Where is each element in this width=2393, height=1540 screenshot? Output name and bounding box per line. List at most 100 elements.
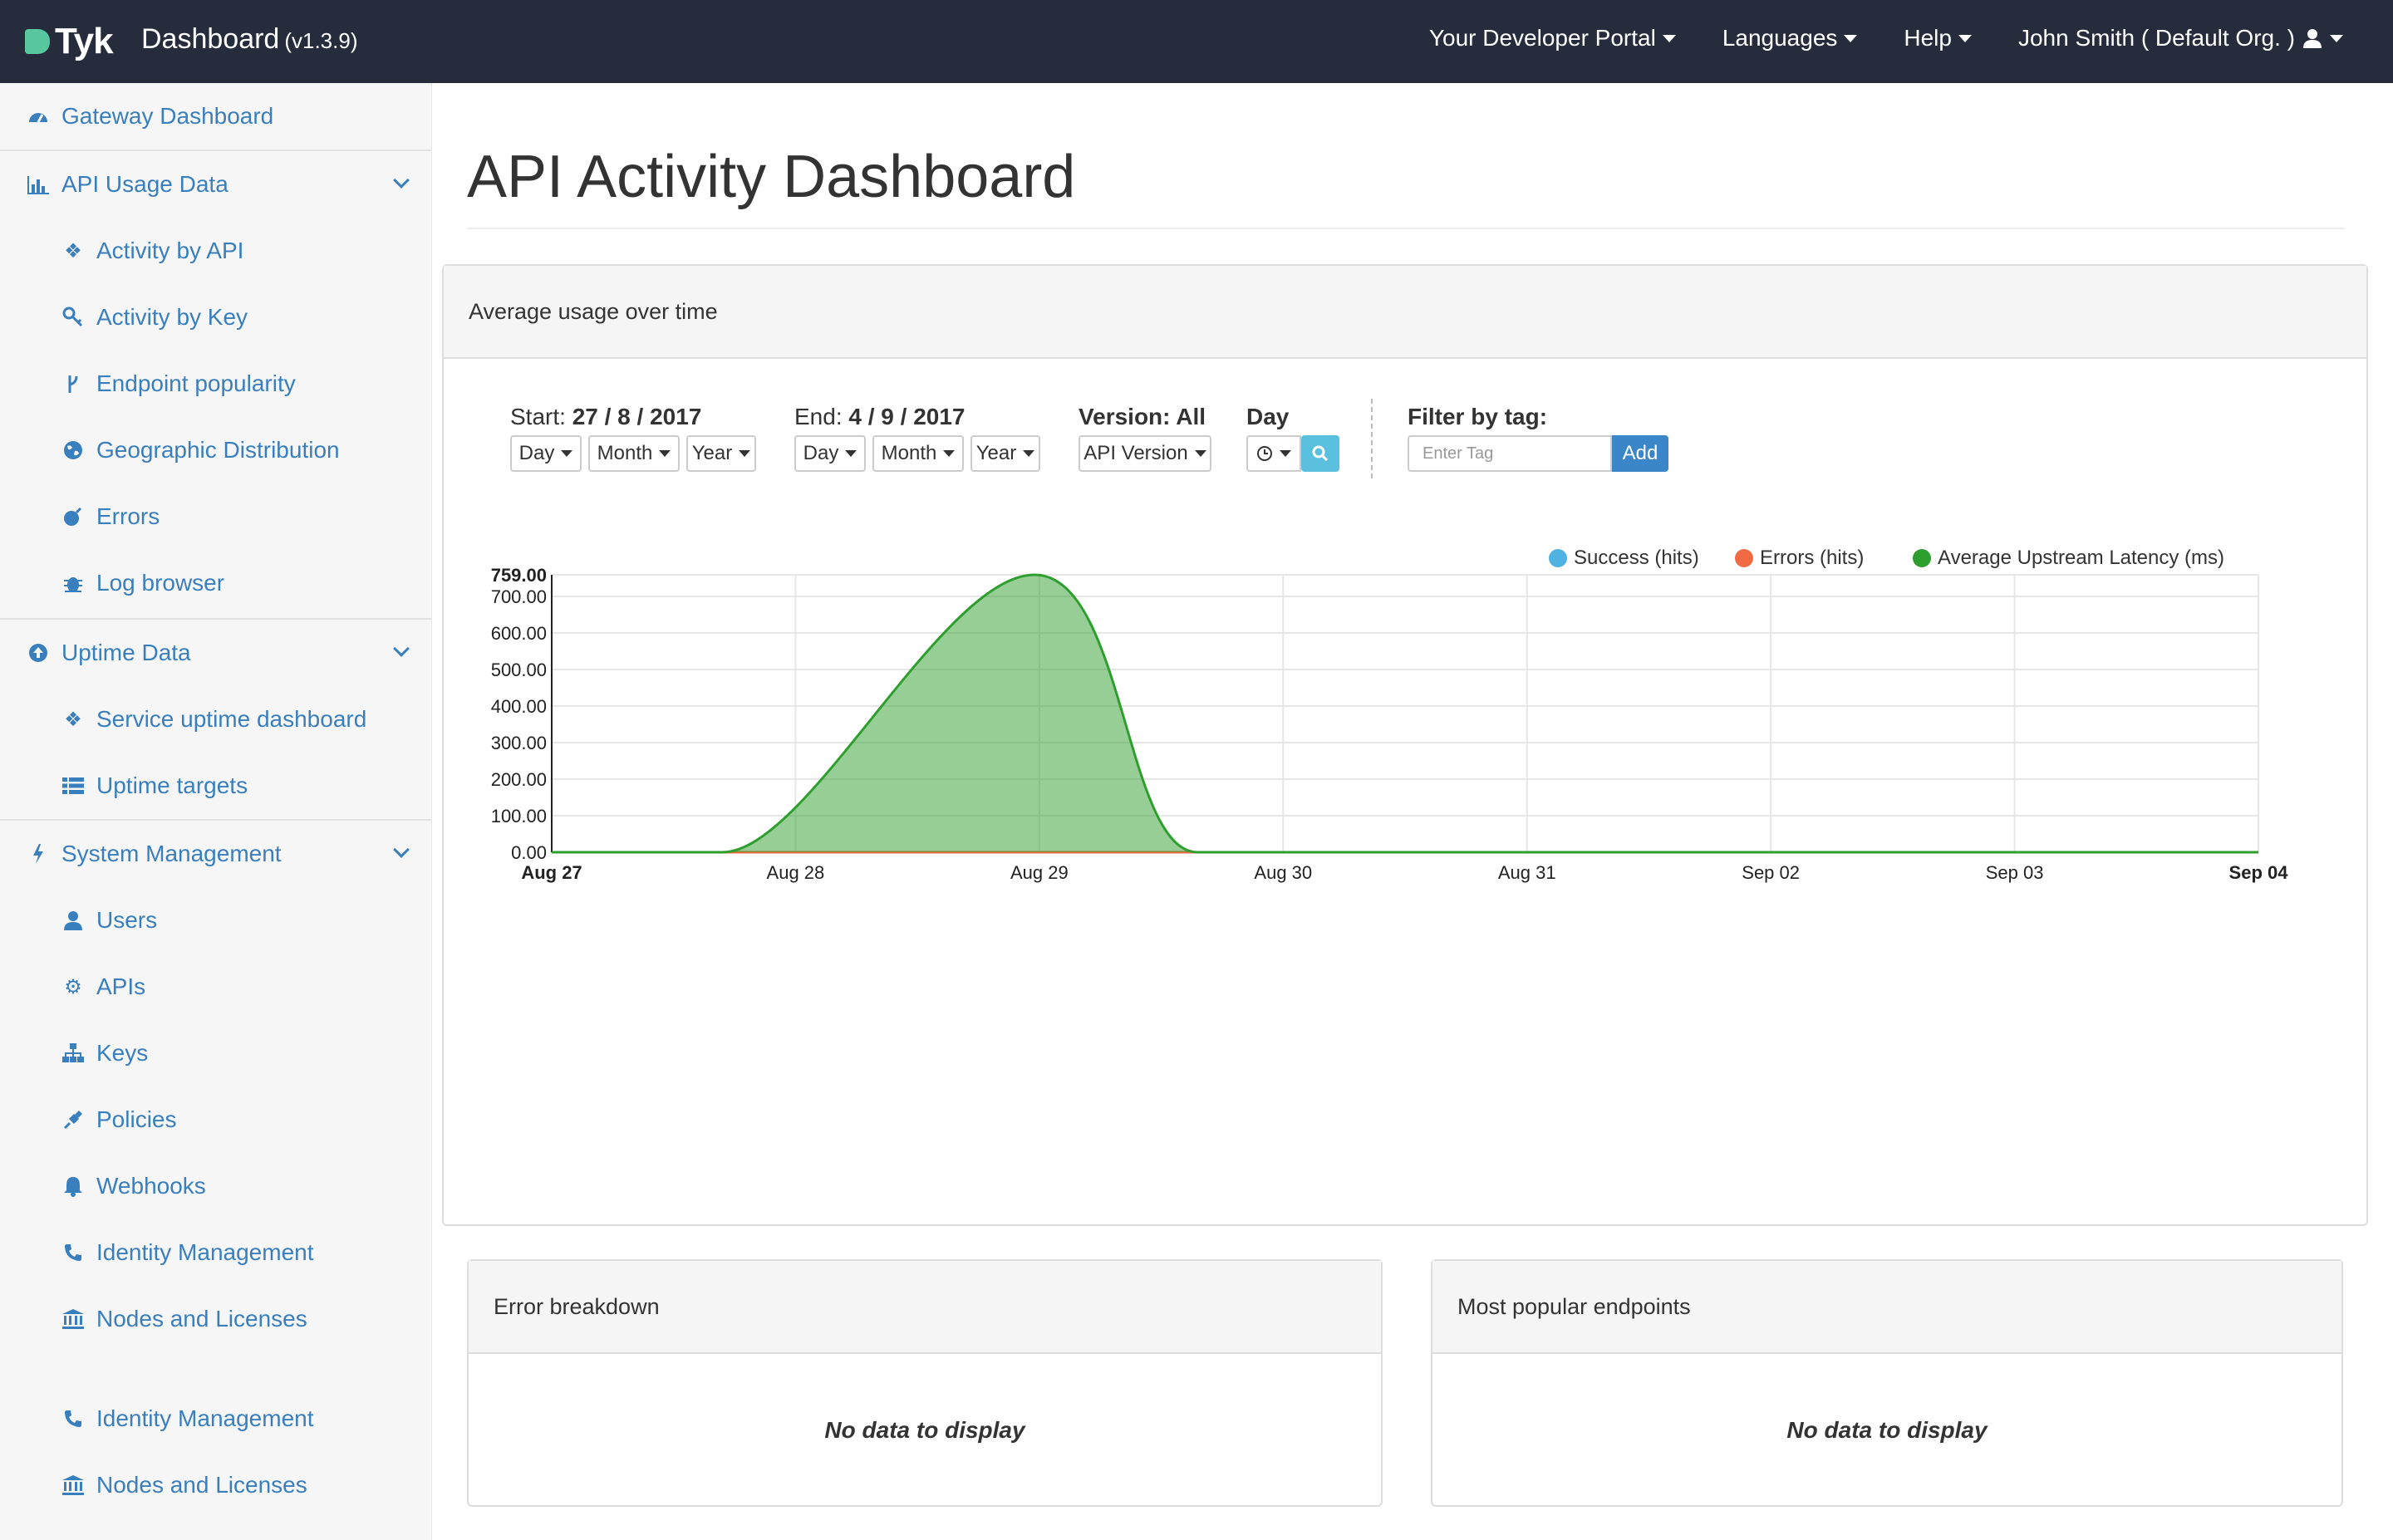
sidebar-item-geographic-distribution[interactable]: Geographic Distribution [0, 417, 432, 483]
nav-label: Help [1904, 25, 1952, 51]
nav-menu: Your Developer Portal Languages Help Joh… [1429, 25, 2343, 51]
add-tag-button[interactable]: Add [1612, 435, 1668, 472]
top-navbar: Tyk Dashboard (v1.3.9) Your Developer Por… [0, 0, 2393, 83]
sidebar-item-users[interactable]: Users [0, 887, 432, 954]
sidebar-item-label: Uptime Data [61, 640, 191, 665]
nav-label: Your Developer Portal [1428, 25, 1656, 51]
caret-down-icon [659, 450, 671, 457]
sidebar-group-uptime-data[interactable]: Uptime Data [0, 620, 432, 686]
filter-by-tag-label: Filter by tag: [1408, 404, 1548, 429]
start-year-select[interactable]: Year [686, 435, 756, 472]
nav-developer-portal[interactable]: Your Developer Portal [1429, 25, 1676, 51]
sidebar-item-service-uptime-dashboard[interactable]: ❖ Service uptime dashboard [0, 686, 432, 753]
nav-languages[interactable]: Languages [1722, 25, 1858, 51]
nav-help[interactable]: Help [1904, 25, 1972, 51]
sidebar-item-label: Identity Management [96, 1239, 314, 1265]
start-date-label: Start: 27 / 8 / 2017 [510, 404, 701, 430]
sidebar-item-webhooks[interactable]: Webhooks [0, 1153, 432, 1219]
sidebar-item-uptime-targets[interactable]: Uptime targets [0, 753, 432, 819]
cubes-icon: ❖ [64, 708, 82, 731]
empty-message: No data to display [824, 1417, 1025, 1443]
sidebar-item-label: Errors [96, 503, 160, 529]
sidebar-item-identity-management[interactable]: Identity Management [0, 1219, 432, 1286]
start-month-select[interactable]: Month [588, 435, 680, 472]
sidebar-item-label: Nodes and Licenses [96, 1306, 307, 1332]
start-day-select[interactable]: Day [510, 435, 582, 472]
usage-panel: Average usage over time Start: 27 / 8 / … [442, 264, 2368, 1226]
granularity-label: Day [1246, 404, 1290, 429]
select-label: Month [597, 442, 653, 464]
sidebar-item-label: Activity by Key [96, 304, 248, 330]
sidebar-item-activity-by-key[interactable]: Activity by Key [0, 284, 432, 351]
bolt-icon [27, 842, 50, 866]
divider [0, 618, 432, 620]
y-tick-label: 400.00 [491, 696, 547, 717]
api-version-select[interactable]: API Version [1079, 435, 1211, 472]
nav-label: Languages [1722, 25, 1838, 51]
sidebar-item-gateway-dashboard[interactable]: Gateway Dashboard [0, 83, 432, 150]
brand-logo[interactable]: Tyk [25, 20, 114, 63]
tyk-logo-icon [25, 29, 50, 54]
end-year-select[interactable]: Year [970, 435, 1040, 472]
sidebar-item-label: Keys [96, 1040, 149, 1066]
legend-success[interactable]: Success (hits) [1549, 547, 1699, 570]
legend-latency[interactable]: Average Upstream Latency (ms) [1913, 547, 2224, 570]
sidebar-group-api-usage[interactable]: API Usage Data [0, 151, 432, 218]
legend-label: Errors (hits) [1760, 547, 1865, 569]
sidebar-item-label: System Management [61, 841, 282, 866]
sidebar-item-nodes-and-licenses[interactable]: Nodes and Licenses [0, 1286, 432, 1352]
start-date-value: 27 / 8 / 2017 [572, 404, 702, 429]
branch-icon [61, 372, 85, 395]
sidebar-item-label: Webhooks [96, 1173, 206, 1199]
caret-down-icon [1844, 34, 1858, 42]
sidebar-item-endpoint-popularity[interactable]: Endpoint popularity [0, 351, 432, 417]
legend-errors[interactable]: Errors (hits) [1735, 547, 1864, 570]
series-line [552, 573, 2258, 854]
sidebar-item-nodes-and-licenses-2[interactable]: Nodes and Licenses [0, 1452, 432, 1518]
series-area [552, 575, 2258, 852]
panel-heading: Most popular endpoints [1432, 1261, 2341, 1354]
empty-message: No data to display [1786, 1417, 1988, 1443]
tag-input[interactable]: Enter Tag [1408, 435, 1612, 472]
panel-title: Error breakdown [494, 1293, 660, 1319]
sidebar-item-log-browser[interactable]: Log browser [0, 550, 432, 616]
caret-down-icon [1023, 450, 1035, 457]
x-tick-label: Sep 03 [1986, 862, 2044, 883]
nav-user-menu[interactable]: John Smith ( Default Org. ) [2018, 25, 2343, 51]
sidebar-item-keys[interactable]: Keys [0, 1020, 432, 1086]
page-title: API Activity Dashboard [467, 144, 1076, 210]
app-title-text: Dashboard [141, 23, 280, 55]
search-button[interactable] [1301, 435, 1339, 472]
title-divider [467, 228, 2345, 229]
clock-icon [1257, 446, 1272, 461]
sidebar-item-activity-by-api[interactable]: ❖ Activity by API [0, 218, 432, 284]
panel-heading: Error breakdown [469, 1261, 1381, 1354]
chevron-down-icon [393, 640, 410, 657]
end-month-select[interactable]: Month [872, 435, 964, 472]
logo-text: Tyk [55, 21, 114, 61]
sidebar-item-label: Activity by API [96, 238, 244, 263]
caret-down-icon [739, 450, 751, 457]
caret-down-icon [1958, 34, 1972, 42]
sidebar-item-policies[interactable]: Policies [0, 1086, 432, 1153]
sidebar-item-label: Service uptime dashboard [96, 706, 367, 732]
app-version: (v1.3.9) [284, 28, 358, 53]
y-tick-label: 0.00 [511, 842, 547, 863]
start-label: Start: [510, 404, 566, 429]
panel-heading: Average usage over time [444, 266, 2366, 359]
sidebar-item-errors[interactable]: Errors [0, 483, 432, 550]
plug-icon [61, 1108, 85, 1131]
sidebar-item-apis[interactable]: ⚙ APIs [0, 954, 432, 1020]
sidebar-group-system-management[interactable]: System Management [0, 821, 432, 887]
granularity-select[interactable] [1246, 435, 1301, 472]
end-day-select[interactable]: Day [794, 435, 866, 472]
app-title[interactable]: Dashboard (v1.3.9) [141, 23, 358, 56]
user-icon [2303, 29, 2322, 48]
select-label: Year [975, 442, 1017, 464]
sidebar-item-identity-management-2[interactable]: Identity Management [0, 1386, 432, 1452]
bell-icon [61, 1175, 85, 1198]
y-tick-label: 300.00 [491, 733, 547, 753]
y-tick-label: 100.00 [491, 806, 547, 826]
x-tick-label: Sep 04 [2229, 862, 2289, 883]
x-tick-label: Aug 27 [521, 862, 582, 883]
